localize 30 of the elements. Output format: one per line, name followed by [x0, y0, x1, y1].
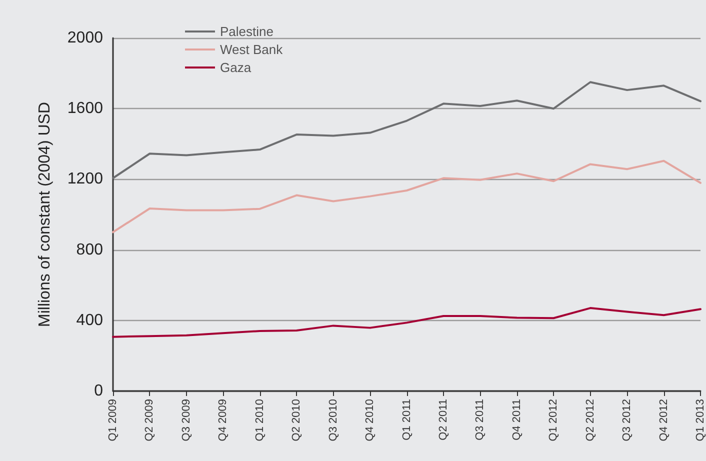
line-series	[112, 160, 702, 234]
x-tick-label: Q3 2011	[474, 399, 486, 440]
y-tick-label: 400	[76, 312, 104, 329]
line-series	[112, 307, 702, 338]
y-tick-label: 800	[76, 241, 104, 258]
x-tick-label: Q2 2009	[144, 399, 156, 442]
legend-label: West Bank	[220, 42, 284, 57]
x-tick-label: Q4 2011	[510, 399, 523, 440]
y-axis-title: Millions of constant (2004) USD	[36, 102, 54, 327]
y-tick-label: 0	[94, 382, 104, 400]
y-tick-label: 1200	[67, 170, 104, 188]
x-tick-label: Q3 2010	[327, 399, 340, 442]
x-tick-label: Q1 2010	[254, 399, 266, 442]
y-tick-label: 1600	[67, 100, 104, 118]
legend-label: Gaza	[220, 60, 252, 75]
legend-label: Palestine	[220, 24, 274, 39]
y-tick-label: 2000	[67, 30, 104, 46]
x-tick-label: Q1 2011	[400, 399, 413, 440]
x-tick-label: Q2 2012	[584, 399, 596, 442]
line-series	[112, 81, 702, 180]
x-tick-label: Q3 2012	[621, 399, 634, 442]
x-tick-label: Q1 2012	[548, 399, 560, 442]
x-tick-label: Q4 2010	[364, 399, 376, 442]
x-tick-label: Q1 2013	[694, 399, 706, 442]
x-tick-label: Q4 2009	[217, 399, 230, 442]
x-tick-label: Q1 2009	[107, 399, 119, 442]
x-tick-label: Q4 2012	[658, 399, 670, 442]
x-tick-label: Q2 2011	[437, 399, 450, 440]
x-tick-label: Q3 2009	[180, 399, 192, 442]
x-tick-label: Q2 2010	[290, 399, 303, 442]
